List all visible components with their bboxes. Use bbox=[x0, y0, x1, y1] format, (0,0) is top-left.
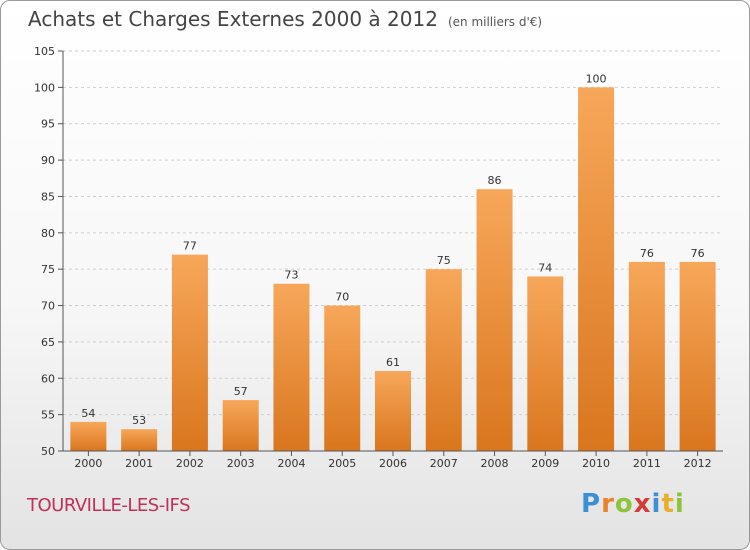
y-tick-label: 65 bbox=[41, 336, 55, 349]
y-tick-label: 70 bbox=[41, 300, 55, 313]
data-label: 100 bbox=[586, 72, 607, 85]
logo-letter: o bbox=[614, 489, 634, 519]
bar-2012 bbox=[679, 261, 716, 451]
axes: 50 55 60 65 70 75 80 85 90 95 100 105 2000 2001 2002 20… bbox=[34, 45, 723, 470]
x-tick-label: 2001 bbox=[125, 457, 153, 470]
bar-2010 bbox=[578, 87, 615, 451]
x-tick-label: 2011 bbox=[633, 457, 661, 470]
data-label: 70 bbox=[335, 291, 349, 304]
bar-2007 bbox=[425, 269, 462, 451]
bar-2006 bbox=[375, 371, 411, 451]
data-label: 53 bbox=[132, 414, 146, 427]
y-tick-label: 105 bbox=[34, 45, 55, 58]
logo-letter: i bbox=[651, 489, 662, 519]
x-tick-label: 2003 bbox=[227, 457, 255, 470]
bar-2011 bbox=[628, 261, 665, 451]
y-tick-label: 85 bbox=[41, 190, 55, 203]
bar-2002 bbox=[171, 254, 208, 451]
chart-title: Achats et Charges Externes 2000 à 2012 (e… bbox=[28, 7, 542, 31]
x-tick-label: 2004 bbox=[277, 457, 305, 470]
data-label: 76 bbox=[691, 247, 705, 260]
y-tick-label: 95 bbox=[41, 118, 55, 131]
proxiti-logo[interactable]: Proxiti bbox=[581, 489, 685, 519]
y-tick-label: 100 bbox=[34, 81, 55, 94]
x-tick-label: 2002 bbox=[176, 457, 204, 470]
logo-letter: r bbox=[601, 489, 615, 519]
data-label: 74 bbox=[538, 261, 552, 274]
y-tick-label: 90 bbox=[41, 154, 55, 167]
commune-name: TOURVILLE-LES-IFS bbox=[27, 495, 191, 516]
bar-2000 bbox=[70, 421, 107, 451]
bar-2005 bbox=[324, 305, 361, 451]
data-label: 86 bbox=[488, 174, 502, 187]
logo-letter: t bbox=[661, 489, 675, 519]
logo-letter: P bbox=[581, 489, 602, 519]
logo-letter: x bbox=[633, 489, 652, 519]
x-tick-label: 2009 bbox=[531, 457, 559, 470]
chart-unit: (en milliers d'€) bbox=[447, 15, 543, 29]
y-tick-label: 50 bbox=[41, 445, 55, 458]
y-tick-label: 55 bbox=[41, 409, 55, 422]
data-label: 61 bbox=[386, 356, 400, 369]
chart-title-text: Achats et Charges Externes 2000 à 2012 bbox=[28, 7, 438, 31]
data-label: 77 bbox=[183, 240, 197, 253]
x-tick-label: 2000 bbox=[74, 457, 102, 470]
x-tick-label: 2008 bbox=[481, 457, 509, 470]
x-tick-label: 2010 bbox=[582, 457, 610, 470]
x-tick-label: 2012 bbox=[684, 457, 712, 470]
bar-2003 bbox=[222, 400, 259, 451]
y-tick-label: 60 bbox=[41, 372, 55, 385]
data-label: 57 bbox=[234, 385, 248, 398]
y-tick-label: 80 bbox=[41, 227, 55, 240]
data-label: 75 bbox=[437, 254, 451, 267]
x-tick-label: 2005 bbox=[328, 457, 356, 470]
bar-2008 bbox=[476, 189, 513, 451]
data-label: 76 bbox=[640, 247, 654, 260]
y-tick-label: 75 bbox=[41, 263, 55, 276]
bar-2009 bbox=[527, 276, 564, 451]
bar-2004 bbox=[273, 283, 310, 451]
bar-2001 bbox=[121, 429, 158, 451]
data-label: 73 bbox=[284, 269, 298, 282]
x-tick-label: 2006 bbox=[379, 457, 407, 470]
data-label: 54 bbox=[81, 407, 95, 420]
bars: 54 53 77 57 73 70 61 75 86 74 100 76 76 bbox=[70, 72, 716, 451]
x-tick-label: 2007 bbox=[430, 457, 458, 470]
logo-letter: i bbox=[674, 489, 685, 519]
